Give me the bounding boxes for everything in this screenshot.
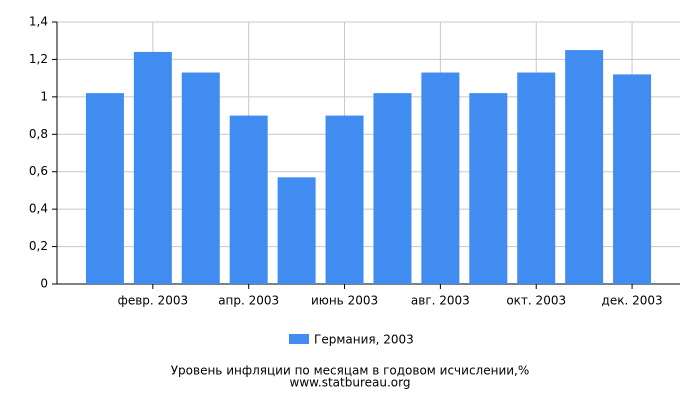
y-tick-label: 0,6 <box>29 164 48 178</box>
bar <box>421 72 460 285</box>
bar <box>133 51 172 284</box>
x-tick-label: дек. 2003 <box>602 294 663 308</box>
bar <box>613 74 652 285</box>
bar <box>85 93 124 284</box>
x-tick-label: окт. 2003 <box>506 294 566 308</box>
y-tick-label: 1,2 <box>29 52 48 66</box>
bar <box>565 50 604 285</box>
y-tick-label: 1,4 <box>29 15 48 29</box>
x-tick-label: февр. 2003 <box>118 294 189 308</box>
bar <box>277 177 316 284</box>
chart-subtitle: www.statbureau.org <box>290 376 411 390</box>
x-tick-label: авг. 2003 <box>411 294 470 308</box>
x-tick-label: апр. 2003 <box>218 294 279 308</box>
x-tick-label: июнь 2003 <box>311 294 378 308</box>
bar <box>373 93 412 284</box>
y-tick-label: 0 <box>40 277 48 291</box>
bar <box>517 72 556 285</box>
legend-label: Германия, 2003 <box>314 333 414 347</box>
y-tick-label: 0,2 <box>29 239 48 253</box>
chart-title: Уровень инфляции по месяцам в годовом ис… <box>171 364 530 378</box>
bar <box>469 93 508 284</box>
bar <box>181 72 220 285</box>
legend-swatch <box>289 334 309 344</box>
y-tick-label: 0,4 <box>29 202 48 216</box>
bar <box>229 115 268 284</box>
y-tick-label: 0,8 <box>29 127 48 141</box>
bar <box>325 115 364 284</box>
y-tick-label: 1 <box>40 89 48 103</box>
